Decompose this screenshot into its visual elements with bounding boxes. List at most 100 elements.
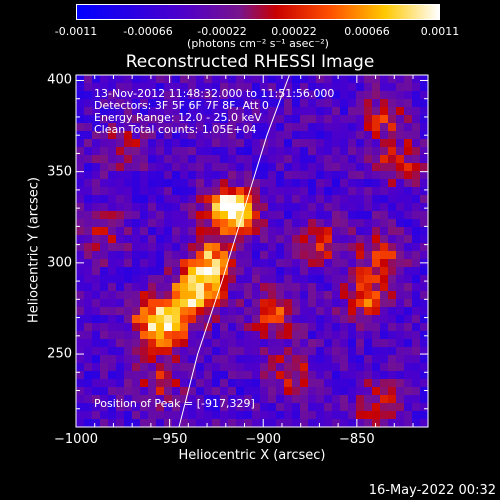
heatmap-cell [340,195,349,204]
heatmap-cell [100,299,109,308]
heatmap-cell [364,331,373,340]
heatmap-cell [204,179,213,188]
heatmap-cell [316,107,325,116]
heatmap-cell [332,259,341,268]
heatmap-cell [260,107,269,116]
heatmap-cell [124,259,133,268]
heatmap-cell [132,91,141,100]
heatmap-cell [84,187,93,196]
heatmap-cell [244,307,253,316]
heatmap-cell [220,219,229,228]
heatmap-cell [124,115,133,124]
heatmap-cell [172,347,181,356]
heatmap-cell [236,275,245,284]
heatmap-cell [316,219,325,228]
heatmap-cell [196,227,205,236]
heatmap-cell [364,371,373,380]
heatmap-cell [148,299,157,308]
heatmap-cell [308,75,317,84]
heatmap-cell [332,355,341,364]
heatmap-cell [188,331,197,340]
heatmap-cell [220,147,229,156]
heatmap-cell [108,299,117,308]
heatmap-cell [356,355,365,364]
heatmap-cell [300,195,309,204]
heatmap-cell [140,355,149,364]
heatmap-cell [412,131,421,140]
heatmap-cell [420,219,429,228]
heatmap-cell [252,315,261,324]
heatmap-cell [212,211,221,220]
heatmap-cell [124,331,133,340]
heatmap-cell [180,99,189,108]
heatmap-cell [284,219,293,228]
heatmap-cell [220,163,229,172]
heatmap-cell [380,219,389,228]
heatmap-cell [84,419,93,428]
heatmap-cell [252,283,261,292]
heatmap-cell [292,171,301,180]
heatmap-cell [364,395,373,404]
heatmap-cell [212,83,221,92]
heatmap-cell [244,323,253,332]
heatmap-cell [76,395,85,404]
heatmap-cell [220,227,229,236]
heatmap-cell [332,251,341,260]
heatmap-cell [308,171,317,180]
heatmap-cell [396,179,405,188]
heatmap-cell [300,211,309,220]
heatmap-cell [388,227,397,236]
heatmap-cell [244,339,253,348]
heatmap-cell [308,419,317,428]
heatmap-cell [228,419,237,428]
heatmap-cell [228,83,237,92]
heatmap-cell [196,347,205,356]
heatmap-cell [116,387,125,396]
heatmap-cell [132,227,141,236]
heatmap-cell [116,307,125,316]
heatmap-cell [308,283,317,292]
heatmap-cell [268,203,277,212]
heatmap-cell [132,331,141,340]
heatmap-cell [372,363,381,372]
heatmap-cell [156,147,165,156]
heatmap-cell [316,283,325,292]
heatmap-cell [284,163,293,172]
heatmap-cell [340,99,349,108]
heatmap-cell [108,371,117,380]
heatmap-cell [268,139,277,148]
heatmap-cell [76,123,85,132]
heatmap-cell [124,275,133,284]
heatmap-cell [108,139,117,148]
heatmap-cell [84,219,93,228]
heatmap-cell [196,123,205,132]
heatmap-cell [212,123,221,132]
heatmap-cell [100,147,109,156]
annotation-peak-position: Position of Peak = [-917,329] [94,397,255,410]
heatmap-cell [236,163,245,172]
heatmap-cell [332,339,341,348]
heatmap-cell [252,323,261,332]
heatmap-cell [172,299,181,308]
heatmap-cell [340,251,349,260]
heatmap-cell [244,107,253,116]
heatmap-cell [388,347,397,356]
heatmap-cell [236,155,245,164]
heatmap-cell [124,347,133,356]
heatmap-cell [404,347,413,356]
heatmap-cell [228,139,237,148]
heatmap-cell [324,171,333,180]
heatmap-cell [204,315,213,324]
heatmap-cell [252,131,261,140]
heatmap-cell [140,259,149,268]
heatmap-cell [164,179,173,188]
heatmap-cell [404,275,413,284]
heatmap-cell [396,83,405,92]
heatmap-cell [332,363,341,372]
heatmap-cell [172,91,181,100]
heatmap-cell [108,99,117,108]
heatmap-cell [276,403,285,412]
heatmap-cell [92,347,101,356]
heatmap-cell [84,291,93,300]
heatmap-cell [412,307,421,316]
